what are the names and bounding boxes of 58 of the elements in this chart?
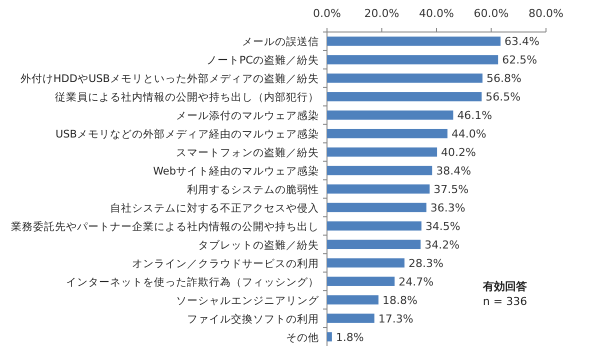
data-label: 34.5%	[425, 220, 460, 233]
bar	[327, 184, 430, 194]
bar	[327, 221, 422, 231]
annotation: 有効回答	[482, 280, 528, 293]
bar	[327, 240, 421, 250]
data-label: 28.3%	[408, 256, 444, 270]
y-tick-label: インターネットを使った詐欺行為（フィッシング）	[66, 275, 319, 288]
data-label: 37.5%	[434, 183, 469, 196]
data-label: 38.4%	[436, 164, 472, 178]
data-label: 36.3%	[430, 201, 466, 214]
y-tick-label: 自社システムに対する不正アクセスや侵入	[110, 201, 319, 214]
x-tick-label: 60.0%	[474, 7, 509, 20]
bar	[327, 92, 482, 102]
y-tick-label: スマートフォンの盗難／紛失	[176, 146, 319, 160]
data-label: 17.3%	[378, 312, 414, 326]
bar	[327, 166, 432, 176]
y-tick-label: その他	[286, 332, 319, 344]
x-tick-label: 0.0%	[313, 7, 341, 20]
bar	[327, 258, 404, 268]
bar	[327, 36, 501, 46]
x-tick-label: 80.0%	[528, 7, 564, 20]
bar	[327, 202, 426, 212]
y-tick-label: メールの誤送信	[242, 35, 319, 48]
data-label: 62.5%	[502, 54, 538, 67]
data-label: 18.8%	[382, 294, 418, 307]
bar	[327, 295, 378, 304]
bar	[327, 110, 454, 120]
data-label: 40.2%	[441, 146, 476, 160]
y-tick-label: Webサイト経由のマルウェア感染	[153, 164, 319, 178]
annotation: n = 336	[482, 295, 528, 308]
bar	[327, 147, 438, 157]
x-tick-label: 40.0%	[419, 7, 454, 20]
bar	[327, 314, 374, 323]
bar	[327, 74, 482, 83]
y-tick-label: ファイル交換ソフトの利用	[187, 312, 319, 326]
data-label: 56.5%	[486, 90, 521, 104]
bar	[327, 276, 395, 286]
y-tick-label: 業務委託先やパートナー企業による社内情報の公開や持ち出し	[11, 220, 319, 233]
y-tick-label: 外付けHDDやUSBメモリといった外部メディアの盗難／紛失	[20, 72, 319, 86]
bar	[327, 332, 332, 342]
y-tick-label: 従業員による社内情報の公開や持ち出し（内部犯行）	[55, 90, 319, 104]
y-tick-label: メール添付のマルウェア感染	[176, 109, 319, 122]
y-tick-label: ソーシャルエンジニアリング	[176, 294, 320, 307]
y-tick-label: USBメモリなどの外部メディア経由のマルウェア感染	[55, 128, 319, 141]
data-label: 24.7%	[398, 275, 434, 288]
bar	[327, 55, 498, 64]
y-tick-label: タブレットの盗難／紛失	[198, 238, 319, 252]
bar	[327, 128, 448, 138]
y-tick-label: 利用するシステムの脆弱性	[187, 183, 319, 196]
y-tick-label: オンライン／クラウドサービスの利用	[132, 256, 319, 270]
data-label: 34.2%	[424, 238, 460, 252]
data-label: 56.8%	[486, 72, 522, 86]
y-tick-label: ノートPCの盗難／紛失	[206, 54, 319, 67]
x-tick-label: 20.0%	[364, 7, 400, 20]
data-label: 1.8%	[336, 330, 364, 344]
data-label: 46.1%	[457, 109, 492, 122]
data-label: 44.0%	[451, 128, 486, 141]
data-label: 63.4%	[504, 35, 540, 48]
